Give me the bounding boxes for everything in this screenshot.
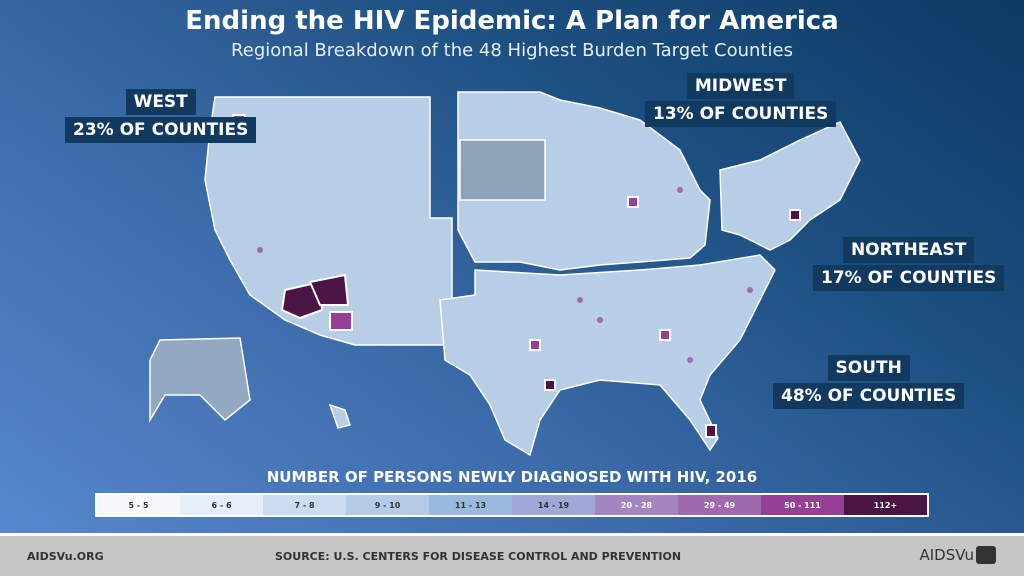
region-name: MIDWEST — [686, 73, 795, 99]
region-share: 17% OF COUNTIES — [813, 265, 1005, 291]
logo-text: AIDSVu — [919, 546, 974, 564]
region-name: WEST — [125, 89, 196, 115]
alaska — [149, 337, 251, 423]
target-county-cook — [627, 196, 639, 208]
region-share: 13% OF COUNTIES — [645, 101, 837, 127]
target-county-maricopa — [329, 311, 353, 331]
legend-bin: 9 - 10 — [346, 495, 429, 515]
legend-bin: 11 - 13 — [429, 495, 512, 515]
region-share: 23% OF COUNTIES — [65, 117, 257, 143]
target-county-new-york — [789, 209, 801, 221]
legend-bin: 112+ — [844, 495, 927, 515]
northeast-region — [719, 121, 861, 251]
region-label-midwest: MIDWEST 13% OF COUNTIES — [645, 72, 837, 128]
target-county-miami — [705, 424, 717, 438]
region-label-south: SOUTH 48% OF COUNTIES — [773, 354, 965, 410]
page-subtitle: Regional Breakdown of the 48 Highest Bur… — [231, 40, 793, 61]
legend-bin: 20 - 28 — [595, 495, 678, 515]
target-county-harris — [544, 379, 556, 391]
legend-bin: 50 - 111 — [761, 495, 844, 515]
region-name: SOUTH — [827, 355, 910, 381]
legend-bin: 5 - 5 — [97, 495, 180, 515]
us-county-map — [149, 91, 861, 457]
region-label-west: WEST 23% OF COUNTIES — [65, 88, 257, 144]
us-map-logo-icon — [976, 546, 996, 564]
aidsvu-logo: AIDSVu — [919, 546, 996, 564]
target-county-dallas — [529, 339, 541, 351]
page-title: Ending the HIV Epidemic: A Plan for Amer… — [185, 6, 839, 36]
target-county-atlanta — [659, 329, 671, 341]
region-name: NORTHEAST — [842, 237, 975, 263]
legend-bin: 7 - 8 — [263, 495, 346, 515]
south-region — [439, 254, 776, 457]
midwest-region — [457, 91, 711, 271]
target-county-san-bernardino — [308, 273, 350, 306]
no-data-area — [459, 139, 546, 201]
legend-bin: 29 - 49 — [678, 495, 761, 515]
target-counties — [232, 114, 801, 438]
hawaii — [328, 403, 351, 429]
legend-title: NUMBER OF PERSONS NEWLY DIAGNOSED WITH H… — [266, 468, 758, 486]
west-region — [204, 96, 453, 346]
region-label-northeast: NORTHEAST 17% OF COUNTIES — [813, 236, 1005, 292]
site-link[interactable]: AIDSVu.ORG — [27, 550, 104, 563]
source-text: SOURCE: U.S. CENTERS FOR DISEASE CONTROL… — [275, 550, 682, 563]
legend-bin: 6 - 6 — [180, 495, 263, 515]
footer: AIDSVu.ORG SOURCE: U.S. CENTERS FOR DISE… — [0, 533, 1024, 576]
region-share: 48% OF COUNTIES — [773, 383, 965, 409]
legend-bin: 14 - 19 — [512, 495, 595, 515]
